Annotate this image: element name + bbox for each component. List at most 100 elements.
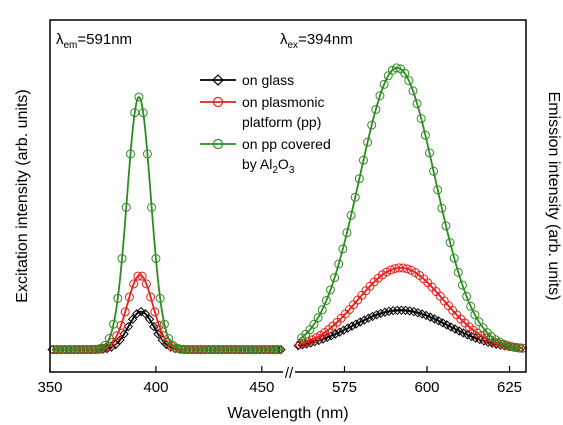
data-point (408, 86, 418, 96)
data-point (117, 254, 127, 264)
data-point (446, 322, 456, 332)
data-point (442, 320, 452, 330)
data-point (363, 137, 373, 147)
data-point (133, 271, 143, 281)
data-point (503, 341, 513, 351)
data-point (367, 120, 377, 130)
legend-entry-on-pp-covered: on pp covered by Al2O3 (200, 136, 331, 176)
series-on-pp-covered-by-al2o3 (49, 63, 525, 355)
data-point (146, 292, 156, 302)
data-point (151, 254, 161, 264)
data-point (400, 68, 410, 78)
data-point (437, 318, 448, 328)
data-point (453, 267, 463, 277)
data-point (354, 174, 364, 184)
data-point (396, 305, 407, 315)
legend-label: on plasmonic (242, 94, 325, 110)
data-point (412, 99, 422, 109)
data-point (454, 326, 464, 336)
ticks-layer: 350 400 450 575 600 625 (37, 366, 522, 396)
data-point (167, 341, 177, 351)
data-point (109, 319, 119, 329)
data-point (474, 317, 484, 327)
data-point (134, 92, 144, 102)
data-point (299, 338, 309, 348)
annotation-excitation-wavelength: λex=394nm (280, 31, 353, 51)
legend-marker-diamond (212, 74, 224, 86)
legend-entry-on-plasmonic: on plasmonic platform (pp) (200, 94, 325, 130)
data-point (481, 333, 491, 343)
data-point (104, 334, 114, 344)
y-axis-label-left: Excitation intensity (arb. units) (14, 89, 31, 302)
data-point (398, 263, 408, 273)
data-point (147, 202, 157, 212)
data-point (437, 203, 447, 213)
data-point (384, 306, 394, 317)
data-point (309, 319, 319, 329)
data-point (150, 307, 160, 317)
axis-break-mark: // (285, 365, 294, 382)
data-point (136, 306, 146, 317)
data-point (400, 305, 411, 316)
data-point (159, 319, 169, 329)
data-point (87, 345, 97, 355)
data-point (450, 324, 460, 334)
legend-label-line-2: by Al2O3 (242, 156, 295, 176)
legend-label: on glass (242, 72, 294, 88)
x-tick-label: 575 (332, 379, 357, 396)
data-point (334, 327, 345, 337)
data-point (140, 309, 151, 319)
data-point (367, 311, 378, 322)
data-point (129, 279, 139, 289)
data-point (449, 253, 459, 263)
x-tick-label: 450 (249, 379, 274, 396)
data-point (358, 155, 368, 165)
data-point (115, 335, 125, 345)
data-point (355, 317, 365, 327)
data-point (270, 345, 280, 355)
x-tick-label: 625 (497, 379, 522, 396)
data-point (416, 114, 426, 124)
data-point (137, 271, 147, 281)
data-point (445, 238, 455, 248)
data-point (391, 63, 401, 73)
legend-label: on pp covered (242, 136, 331, 152)
data-point (338, 244, 348, 254)
series-layer (47, 63, 528, 355)
series-line-emission (297, 66, 523, 350)
data-point (351, 319, 361, 329)
legend-entry-on-glass: on glass (200, 72, 294, 88)
data-point (375, 91, 385, 101)
legend-marker-circle (212, 138, 224, 150)
data-point (154, 320, 164, 330)
data-point (346, 210, 356, 220)
data-point (141, 279, 151, 289)
data-point (495, 337, 505, 347)
data-point (392, 305, 403, 316)
axis-break-gap (283, 360, 295, 380)
data-point (307, 335, 317, 345)
data-point (382, 267, 392, 277)
data-point (441, 221, 451, 231)
data-point (420, 130, 430, 140)
data-point (274, 345, 284, 355)
data-point (379, 79, 389, 89)
data-point (515, 343, 525, 353)
data-point (155, 293, 165, 303)
data-point (343, 323, 353, 333)
data-point (466, 301, 476, 311)
data-point (462, 291, 472, 301)
data-point (350, 192, 360, 202)
x-axis-label: Wavelength (nm) (227, 405, 348, 422)
data-point (499, 339, 509, 349)
data-point (144, 314, 155, 324)
data-point (371, 310, 382, 320)
data-point (342, 228, 352, 238)
data-point (376, 308, 386, 319)
data-point (120, 307, 130, 317)
data-point (138, 108, 148, 118)
x-tick-label: 600 (414, 379, 439, 396)
data-point (325, 285, 335, 295)
data-point (330, 329, 341, 339)
data-point (321, 296, 331, 306)
